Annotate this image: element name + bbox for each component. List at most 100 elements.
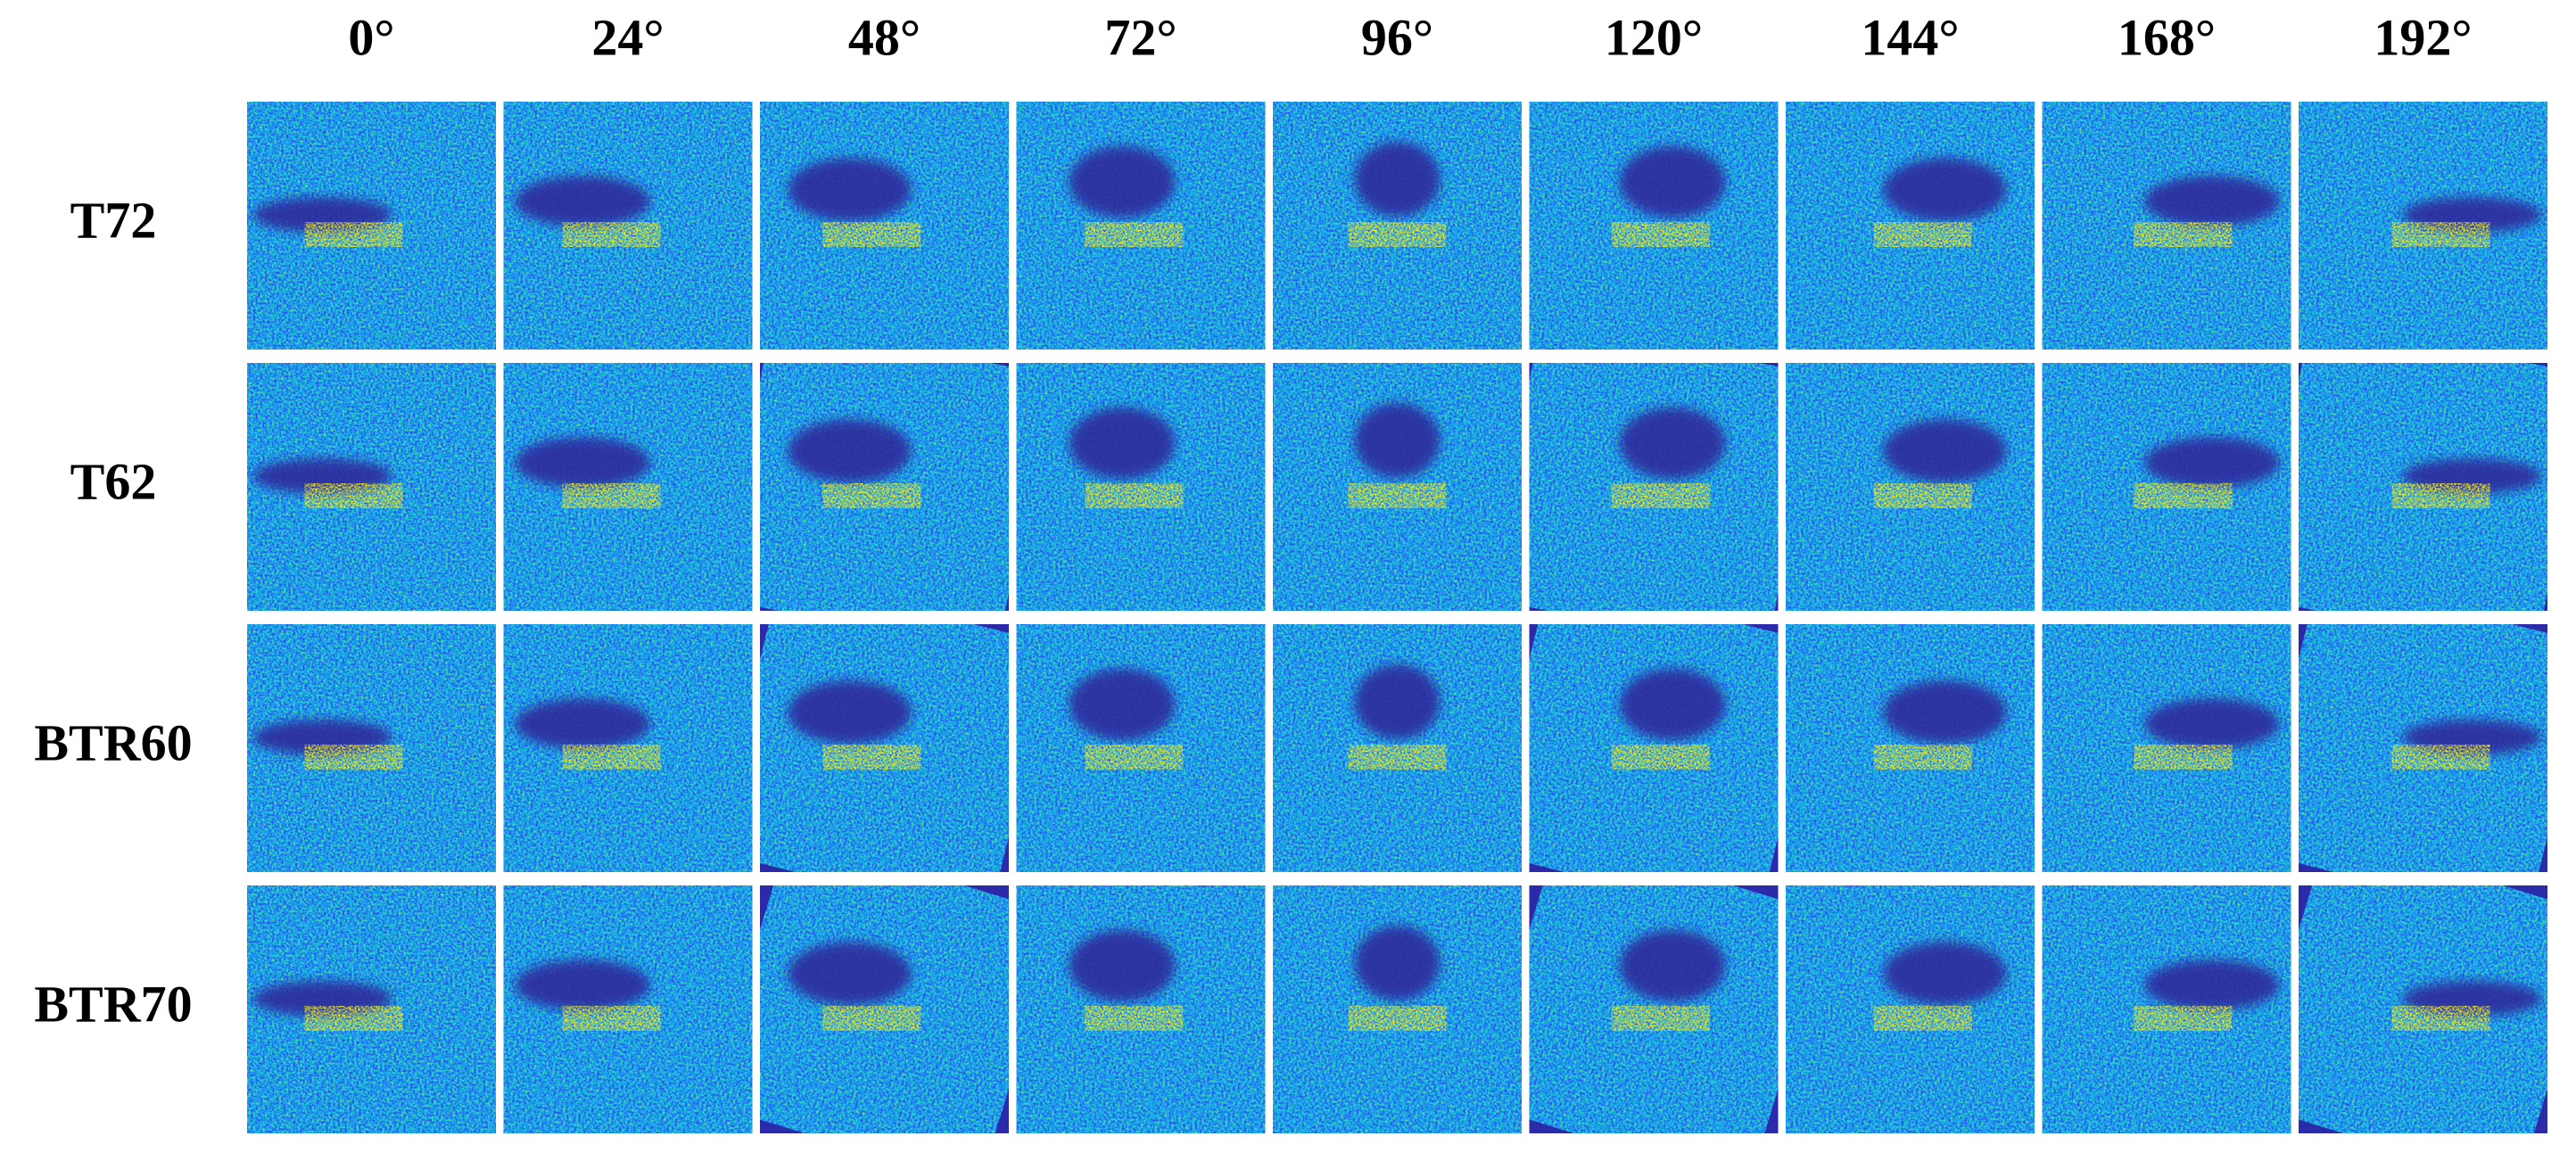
sar-image xyxy=(1786,885,2035,1133)
target-return xyxy=(562,222,661,247)
target-return xyxy=(822,483,921,508)
image-content xyxy=(247,624,496,872)
target-return xyxy=(2391,222,2490,247)
sar-image xyxy=(1529,102,1779,350)
sar-image xyxy=(1016,624,1266,872)
target-return xyxy=(1611,222,1710,247)
image-content xyxy=(760,363,1009,611)
column-header: 72° xyxy=(1104,8,1177,66)
target-shadow xyxy=(1619,407,1726,480)
image-content xyxy=(2299,102,2547,350)
column-header: 168° xyxy=(2118,8,2216,66)
target-return xyxy=(1085,483,1184,508)
sar-image xyxy=(2299,624,2547,872)
image-content xyxy=(1786,102,2035,350)
sar-image xyxy=(1016,885,1266,1133)
image-content xyxy=(247,102,496,350)
image-content xyxy=(1273,624,1522,872)
target-shadow xyxy=(1354,926,1441,1000)
sar-image xyxy=(503,363,753,611)
target-return xyxy=(1611,745,1710,770)
target-shadow xyxy=(1883,158,2007,222)
sar-image xyxy=(247,102,496,350)
image-content xyxy=(503,102,753,350)
target-shadow xyxy=(788,942,912,1006)
target-return xyxy=(304,745,403,770)
sar-image xyxy=(247,624,496,872)
sar-image xyxy=(2042,885,2291,1133)
image-content xyxy=(1529,885,1779,1133)
sar-image xyxy=(2299,885,2547,1133)
sar-image xyxy=(1786,102,2035,350)
sar-image xyxy=(1273,102,1522,350)
target-return xyxy=(2134,222,2233,247)
target-return xyxy=(562,483,661,508)
target-return xyxy=(1348,483,1447,508)
target-shadow xyxy=(2144,176,2280,227)
target-shadow xyxy=(515,437,650,489)
sar-image xyxy=(2042,624,2291,872)
sar-image xyxy=(1016,102,1266,350)
image-content xyxy=(2299,885,2547,1133)
sar-image xyxy=(1786,624,2035,872)
image-content xyxy=(2042,624,2291,872)
sar-image xyxy=(760,885,1009,1133)
target-return xyxy=(2134,483,2233,508)
target-return xyxy=(1085,222,1184,247)
target-return xyxy=(822,1006,921,1031)
target-shadow xyxy=(1354,403,1441,478)
column-header: 0° xyxy=(348,8,394,66)
sar-image xyxy=(2299,102,2547,350)
target-return xyxy=(1611,483,1710,508)
target-return xyxy=(822,222,921,247)
target-return xyxy=(1348,745,1447,770)
sar-image xyxy=(503,102,753,350)
target-shadow xyxy=(1354,142,1441,217)
image-content xyxy=(1016,624,1266,872)
sar-image xyxy=(1529,363,1779,611)
image-content xyxy=(760,885,1009,1133)
sar-image xyxy=(247,363,496,611)
column-header: 192° xyxy=(2374,8,2472,66)
image-content xyxy=(503,624,753,872)
image-content xyxy=(1529,624,1779,872)
target-return xyxy=(304,483,403,508)
image-content xyxy=(2042,102,2291,350)
image-content xyxy=(1786,624,2035,872)
column-header: 24° xyxy=(591,8,664,66)
target-shadow xyxy=(1883,419,2007,483)
image-content xyxy=(2299,624,2547,872)
target-shadow xyxy=(2144,959,2280,1011)
image-content xyxy=(1273,102,1522,350)
image-content xyxy=(2042,885,2291,1133)
target-shadow xyxy=(788,419,912,483)
sar-image xyxy=(760,102,1009,350)
target-return xyxy=(2134,1006,2233,1031)
row-label: BTR60 xyxy=(34,713,192,771)
sar-image xyxy=(1273,624,1522,872)
target-shadow xyxy=(1354,664,1441,739)
target-return xyxy=(1348,1006,1447,1031)
target-return xyxy=(304,1006,403,1031)
target-return xyxy=(1348,222,1447,247)
target-return xyxy=(1873,222,1972,247)
image-content xyxy=(1786,885,2035,1133)
sar-image xyxy=(503,624,753,872)
column-header: 96° xyxy=(1361,8,1433,66)
image-content xyxy=(1273,885,1522,1133)
image-content xyxy=(503,885,753,1133)
image-content xyxy=(760,624,1009,872)
image-content xyxy=(247,885,496,1133)
sar-image xyxy=(760,624,1009,872)
row-label: T72 xyxy=(70,191,157,249)
target-return xyxy=(1611,1006,1710,1031)
target-return xyxy=(1873,483,1972,508)
image-content xyxy=(247,363,496,611)
sar-image xyxy=(1529,624,1779,872)
image-content xyxy=(1786,363,2035,611)
target-return xyxy=(2134,745,2233,770)
row-label: BTR70 xyxy=(34,975,192,1033)
target-return xyxy=(822,745,921,770)
column-header: 120° xyxy=(1605,8,1703,66)
